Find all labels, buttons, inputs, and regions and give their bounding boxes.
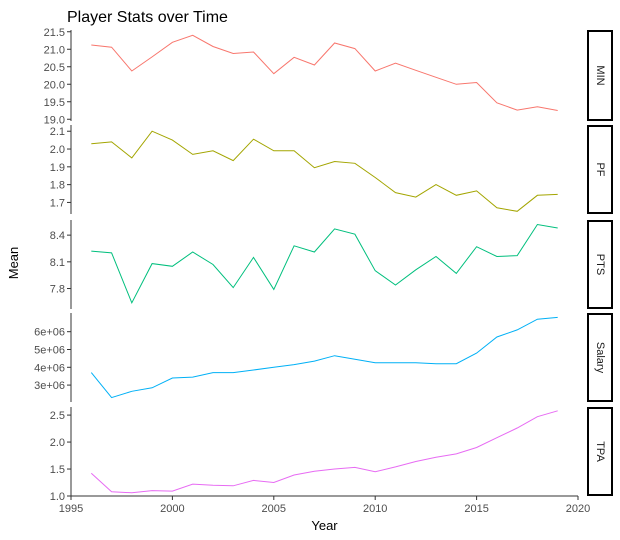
y-axis-title: Mean <box>6 247 21 280</box>
x-tick-label: 2010 <box>363 503 387 515</box>
salary-strip <box>587 313 613 402</box>
x-tick-label: 2000 <box>160 503 184 515</box>
panel-pts: 7.8 8.1 8.4 PTS <box>50 220 613 309</box>
salary-series-line <box>90 316 558 399</box>
pf-y-tick-label: 2.0 <box>50 144 65 156</box>
x-tick-label: 2020 <box>566 503 590 515</box>
tpa-series-line <box>90 410 558 494</box>
min-y-tick-label: 21.0 <box>44 44 65 56</box>
x-axis: 1995 2000 2005 2010 2015 2020 <box>59 495 590 515</box>
min-y-tick-label: 20.5 <box>44 62 65 74</box>
x-tick-label: 2015 <box>464 503 488 515</box>
pf-series-line <box>91 130 558 212</box>
pts-series-line <box>91 223 558 304</box>
pts-y-tick-label: 8.1 <box>50 257 65 269</box>
pts-y-tick-label: 8.4 <box>50 230 65 242</box>
pf-strip <box>587 125 613 214</box>
min-y-tick-label: 19.0 <box>44 114 65 126</box>
panel-salary: 3e+06 4e+06 5e+06 6e+06 Salary <box>34 313 613 402</box>
salary-strip-label: Salary <box>594 342 606 374</box>
tpa-y-tick-label: 2.5 <box>50 410 65 422</box>
pf-y-tick-label: 1.8 <box>50 180 65 192</box>
facet-panels: 19.0 19.5 20.0 20.5 21.0 21.5 MIN 1.7 1.8 1.9 2.0 2… <box>34 27 613 503</box>
pf-y-tick-label: 1.9 <box>50 162 65 174</box>
tpa-strip <box>587 407 613 496</box>
pts-strip <box>587 220 613 309</box>
pts-y-tick-label: 7.8 <box>50 284 65 296</box>
panel-pf: 1.7 1.8 1.9 2.0 2.1 PF <box>50 125 613 214</box>
min-strip <box>587 30 613 121</box>
x-tick-label: 1995 <box>59 503 83 515</box>
min-series-line <box>91 34 558 111</box>
min-y-tick-label: 20.0 <box>44 79 65 91</box>
chart-title: Player Stats over Time <box>67 9 228 26</box>
pf-y-tick-label: 1.7 <box>50 197 65 209</box>
tpa-y-tick-label: 1.5 <box>50 464 65 476</box>
tpa-strip-label: TPA <box>594 441 606 462</box>
pts-strip-label: PTS <box>594 254 606 275</box>
pf-strip-label: PF <box>594 162 606 176</box>
panel-tpa: 1.0 1.5 2.0 2.5 TPA <box>50 407 613 503</box>
pf-y-tick-label: 2.1 <box>50 126 65 138</box>
tpa-y-tick-label: 1.0 <box>50 491 65 503</box>
min-y-tick-label: 21.5 <box>44 27 65 39</box>
panel-min: 19.0 19.5 20.0 20.5 21.0 21.5 MIN <box>44 27 613 126</box>
tpa-y-tick-label: 2.0 <box>50 437 65 449</box>
x-axis-title: Year <box>311 518 338 533</box>
salary-y-tick-label: 3e+06 <box>34 380 65 392</box>
salary-y-tick-label: 5e+06 <box>34 344 65 356</box>
salary-y-tick-label: 6e+06 <box>34 327 65 339</box>
x-tick-label: 2005 <box>262 503 286 515</box>
salary-y-tick-label: 4e+06 <box>34 362 65 374</box>
min-strip-label: MIN <box>594 65 606 85</box>
min-y-tick-label: 19.5 <box>44 97 65 109</box>
